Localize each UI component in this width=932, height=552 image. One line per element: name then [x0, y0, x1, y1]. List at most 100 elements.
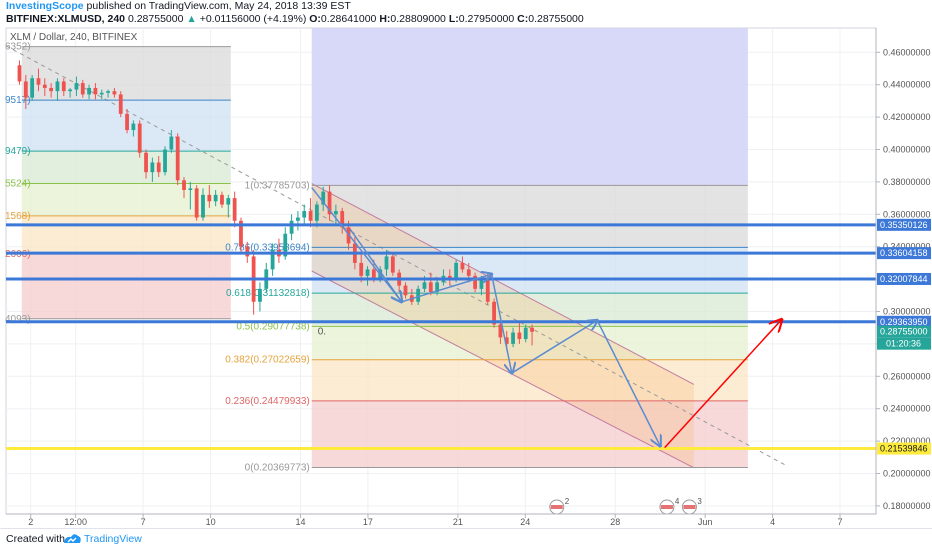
candle-body: [106, 91, 110, 93]
candle-body: [36, 78, 41, 85]
tradingview-brand[interactable]: TradingView: [84, 533, 142, 545]
fib-left-zone: [21, 253, 231, 319]
price-change: +0.01156000 (+4.19%): [199, 13, 307, 25]
x-tick-label: 12:00: [64, 517, 87, 527]
fib-right-zone: [311, 185, 748, 248]
fib-right-label: 1(0.37785703): [245, 180, 310, 191]
event-count: 3: [697, 497, 702, 506]
fib-right-zone: [311, 359, 748, 401]
y-tick-label: 0.30000000: [883, 307, 931, 317]
trend-dashed-line: [5, 45, 787, 466]
fib-left-label: 9479): [5, 146, 31, 157]
candle-body: [485, 279, 490, 302]
fib-right-label: 0.382(0.27022659): [225, 355, 310, 366]
fib-right-label: 0.786(0.33958694): [225, 242, 310, 253]
candle-body: [466, 269, 471, 276]
fib-right-label: 0.5(0.29077738): [236, 321, 309, 332]
fib-right-top-zone: [311, 28, 748, 186]
countdown-label: 01:20:36: [886, 339, 921, 349]
level-price-label: 0.32007844: [880, 274, 928, 284]
candle-body: [492, 301, 496, 325]
candle-body: [504, 337, 509, 344]
fib-left-label: 6352): [5, 42, 31, 53]
candle-body: [80, 83, 85, 95]
candle-body: [226, 198, 231, 205]
candle-body: [188, 188, 193, 190]
y-tick-label: 0.38000000: [883, 177, 931, 187]
candle-body: [118, 94, 123, 114]
published-text: published on TradingView.com, May 24, 20…: [86, 0, 351, 12]
y-tick-label: 0.42000000: [883, 112, 931, 122]
candle-body: [365, 269, 370, 276]
ohlc-line: BITFINEX:XLMUSD, 240 0.28755000 ▲ +0.011…: [6, 13, 584, 25]
projection-path-arrow: [401, 274, 492, 303]
candle-body: [207, 194, 212, 202]
countdown-tag: [877, 337, 931, 350]
candle-body: [30, 78, 35, 98]
candle-body: [201, 194, 205, 218]
candle-body: [517, 332, 522, 340]
projection-path-arrow: [311, 187, 402, 302]
level-price-label: 0.29363950: [880, 317, 928, 327]
fib-left-zone: [21, 215, 231, 254]
high-value: 0.28809000: [390, 13, 446, 25]
x-tick-label: 14: [295, 517, 305, 527]
candle-body: [523, 327, 528, 340]
publish-line: InvestingScope published on TradingView.…: [6, 0, 351, 13]
candle-body: [390, 256, 395, 273]
flag-stripe: [550, 505, 563, 509]
candle-body: [258, 288, 262, 302]
author-link[interactable]: InvestingScope: [6, 0, 84, 12]
low-value: 0.27950000: [458, 13, 515, 25]
flag-stripe: [660, 505, 673, 509]
projection-path-arrow: [596, 320, 660, 446]
candle-body: [17, 65, 22, 82]
candle-body: [87, 87, 91, 95]
candle-body: [42, 84, 47, 88]
projection-path-arrow: [511, 320, 597, 374]
created-with-text: Created with: [6, 533, 65, 545]
candle-body: [473, 275, 477, 289]
fib-left-zone: [21, 151, 231, 184]
y-tick-label: 0.44000000: [883, 80, 931, 90]
level-price-tag: [877, 315, 931, 328]
fib-left-zone: [21, 46, 231, 101]
level-price-tag: [877, 442, 931, 455]
candle-body: [93, 87, 98, 95]
candle-body: [23, 81, 28, 98]
candle-body: [371, 269, 376, 280]
x-tick-label: 7: [141, 517, 146, 527]
candle-body: [384, 256, 389, 270]
y-tick-label: 0.18000000: [883, 501, 931, 511]
fib-right-zone: [311, 247, 748, 294]
candle-body: [479, 279, 484, 289]
chart-header: InvestingScope published on TradingView.…: [0, 0, 932, 26]
channel-upper-line: [311, 183, 695, 385]
candle-body: [422, 282, 427, 289]
change-arrow-icon: ▲: [186, 13, 197, 25]
x-tick-label: 24: [520, 517, 530, 527]
candle-body: [61, 81, 66, 92]
candle-body: [213, 194, 218, 202]
y-tick-label: 0.22000000: [883, 436, 931, 446]
y-tick-label: 0.40000000: [883, 145, 931, 155]
price-chart[interactable]: 6352)9517)9479)5524)1568)2606)4093)1(0.3…: [0, 0, 932, 528]
level-price-tag: [877, 218, 931, 231]
event-count: 2: [565, 497, 570, 506]
projection-path-arrow: [349, 228, 402, 302]
x-tick-label: 7: [838, 517, 843, 527]
open-value: 0.28641000: [320, 13, 377, 25]
level-price-label: 0.21539846: [880, 444, 928, 454]
symbol-label[interactable]: BITFINEX:XLMUSD, 240: [6, 13, 126, 25]
candle-body: [245, 246, 250, 257]
target-arrow: [664, 320, 782, 449]
fib-right-label: 0.618(0.31132818): [226, 288, 310, 299]
candle-body: [125, 113, 129, 131]
projection-path-arrow: [490, 274, 512, 373]
candle-body: [163, 149, 167, 173]
candle-body: [150, 162, 155, 173]
tradingview-logo-icon[interactable]: [62, 531, 82, 552]
candle-body: [454, 262, 459, 280]
candle-body: [315, 204, 319, 221]
last-price-tag: [877, 325, 931, 338]
